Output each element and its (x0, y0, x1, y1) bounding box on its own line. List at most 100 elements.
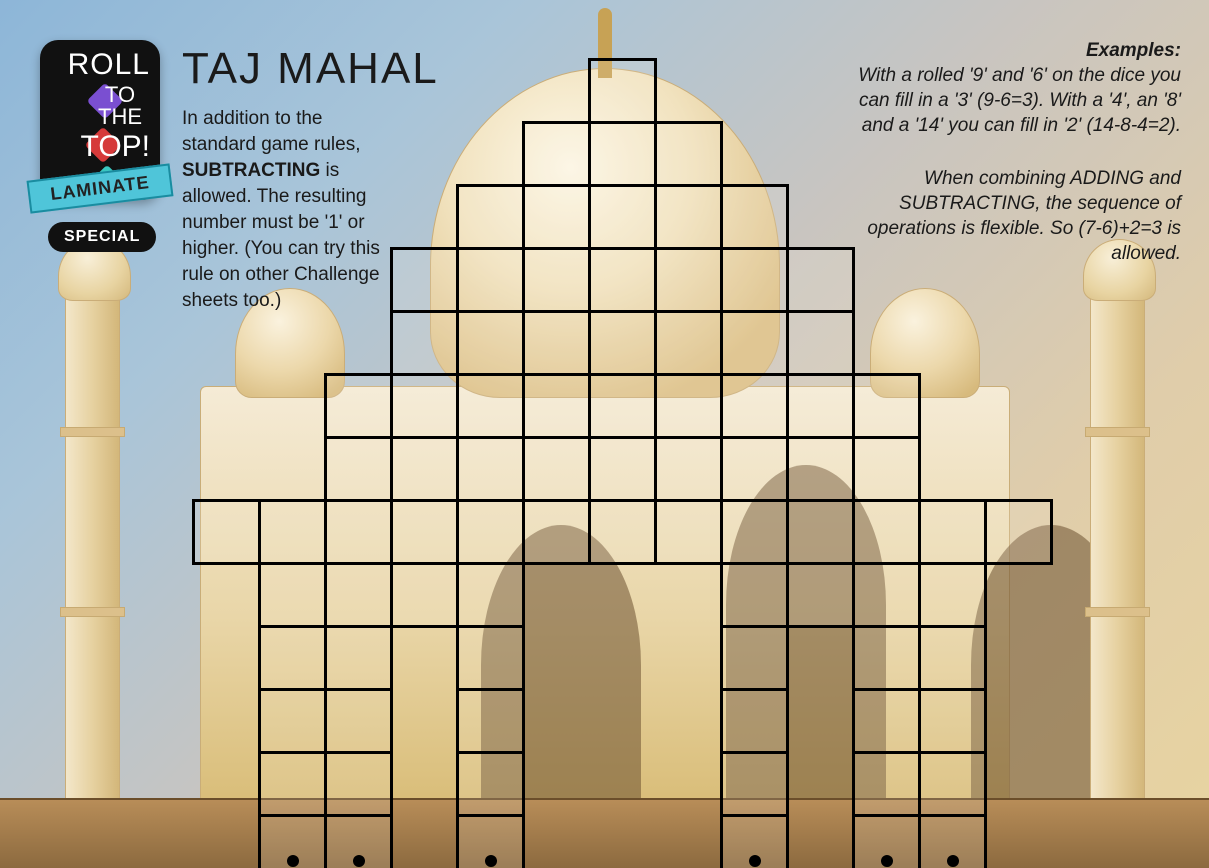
grid-cell[interactable] (918, 625, 987, 691)
grid-cell[interactable] (390, 373, 459, 439)
grid-cell[interactable] (588, 121, 657, 187)
grid-cell[interactable] (324, 373, 393, 439)
grid-cell[interactable] (852, 436, 921, 502)
grid-cell[interactable] (720, 814, 789, 868)
grid-cell[interactable] (456, 184, 525, 250)
grid-cell[interactable] (654, 247, 723, 313)
grid-cell[interactable] (786, 310, 855, 376)
grid-cell[interactable] (522, 436, 591, 502)
grid-cell[interactable] (918, 751, 987, 817)
grid-cell[interactable] (324, 625, 393, 691)
grid-cell[interactable] (588, 58, 657, 124)
rules-text: In addition to the standard game rules, … (182, 106, 382, 314)
grid-cell[interactable] (324, 688, 393, 754)
grid-cell[interactable] (324, 814, 393, 868)
grid-cell[interactable] (720, 625, 789, 691)
grid-cell[interactable] (258, 814, 327, 868)
grid-cell[interactable] (654, 184, 723, 250)
grid-cell[interactable] (258, 625, 327, 691)
grid-cell[interactable] (456, 499, 525, 565)
minaret-left (65, 286, 120, 806)
minaret-band (1085, 607, 1150, 617)
start-dot-icon (287, 855, 299, 867)
grid-cell[interactable] (324, 436, 393, 502)
grid-cell[interactable] (720, 688, 789, 754)
grid-cell[interactable] (588, 436, 657, 502)
grid-cell[interactable] (324, 562, 393, 628)
grid-cell[interactable] (918, 499, 987, 565)
grid-cell[interactable] (324, 499, 393, 565)
grid-cell[interactable] (192, 499, 261, 565)
grid-cell[interactable] (786, 436, 855, 502)
grid-cell[interactable] (456, 625, 525, 691)
grid-cell[interactable] (588, 373, 657, 439)
ground-platform (0, 798, 1209, 868)
grid-cell[interactable] (852, 373, 921, 439)
grid-cell[interactable] (852, 751, 921, 817)
grid-cell[interactable] (258, 562, 327, 628)
grid-cell[interactable] (522, 310, 591, 376)
grid-cell[interactable] (456, 814, 525, 868)
grid-cell[interactable] (720, 247, 789, 313)
grid-cell[interactable] (984, 499, 1053, 565)
grid-cell[interactable] (918, 562, 987, 628)
grid-cell[interactable] (390, 562, 459, 628)
grid-cell[interactable] (456, 436, 525, 502)
grid-cell[interactable] (786, 499, 855, 565)
grid-cell[interactable] (720, 310, 789, 376)
grid-cell[interactable] (852, 814, 921, 868)
grid-cell[interactable] (456, 373, 525, 439)
grid-cell[interactable] (588, 499, 657, 565)
grid-cell[interactable] (258, 751, 327, 817)
grid-cell[interactable] (522, 373, 591, 439)
examples-text: Examples: With a rolled '9' and '6' on t… (841, 38, 1181, 266)
grid-cell[interactable] (456, 310, 525, 376)
grid-cell[interactable] (852, 562, 921, 628)
minaret-right (1090, 286, 1145, 806)
grid-cell[interactable] (258, 499, 327, 565)
grid-cell[interactable] (852, 499, 921, 565)
examples-p1: With a rolled '9' and '6' on the dice yo… (858, 65, 1181, 136)
grid-cell[interactable] (918, 688, 987, 754)
grid-cell[interactable] (654, 436, 723, 502)
grid-cell[interactable] (654, 373, 723, 439)
rules-intro: In addition to the standard game rules, (182, 108, 361, 155)
start-dot-icon (353, 855, 365, 867)
grid-cell[interactable] (456, 751, 525, 817)
grid-cell[interactable] (786, 373, 855, 439)
grid-cell[interactable] (654, 310, 723, 376)
grid-cell[interactable] (456, 688, 525, 754)
grid-cell[interactable] (588, 310, 657, 376)
grid-cell[interactable] (390, 499, 459, 565)
grid-cell[interactable] (852, 688, 921, 754)
minaret-band (60, 427, 125, 437)
grid-cell[interactable] (720, 562, 789, 628)
grid-cell[interactable] (588, 184, 657, 250)
grid-cell[interactable] (258, 688, 327, 754)
grid-cell[interactable] (522, 499, 591, 565)
minaret-band (1085, 427, 1150, 437)
grid-cell[interactable] (390, 310, 459, 376)
grid-cell[interactable] (720, 751, 789, 817)
grid-cell[interactable] (588, 247, 657, 313)
grid-cell[interactable] (522, 247, 591, 313)
grid-cell[interactable] (390, 247, 459, 313)
grid-cell[interactable] (720, 184, 789, 250)
grid-cell[interactable] (522, 184, 591, 250)
grid-cell[interactable] (456, 247, 525, 313)
grid-cell[interactable] (324, 751, 393, 817)
grid-cell[interactable] (720, 436, 789, 502)
grid-cell[interactable] (390, 436, 459, 502)
grid-cell[interactable] (786, 562, 855, 628)
grid-cell[interactable] (456, 562, 525, 628)
game-sheet: ROLL TO THE TOP! LAMINATE SPECIAL TAJ MA… (0, 0, 1209, 868)
grid-cell[interactable] (654, 121, 723, 187)
grid-cell[interactable] (918, 814, 987, 868)
grid-cell[interactable] (786, 247, 855, 313)
grid-cell[interactable] (522, 121, 591, 187)
grid-cell[interactable] (720, 499, 789, 565)
start-dot-icon (749, 855, 761, 867)
grid-cell[interactable] (852, 625, 921, 691)
grid-cell[interactable] (654, 499, 723, 565)
grid-cell[interactable] (720, 373, 789, 439)
